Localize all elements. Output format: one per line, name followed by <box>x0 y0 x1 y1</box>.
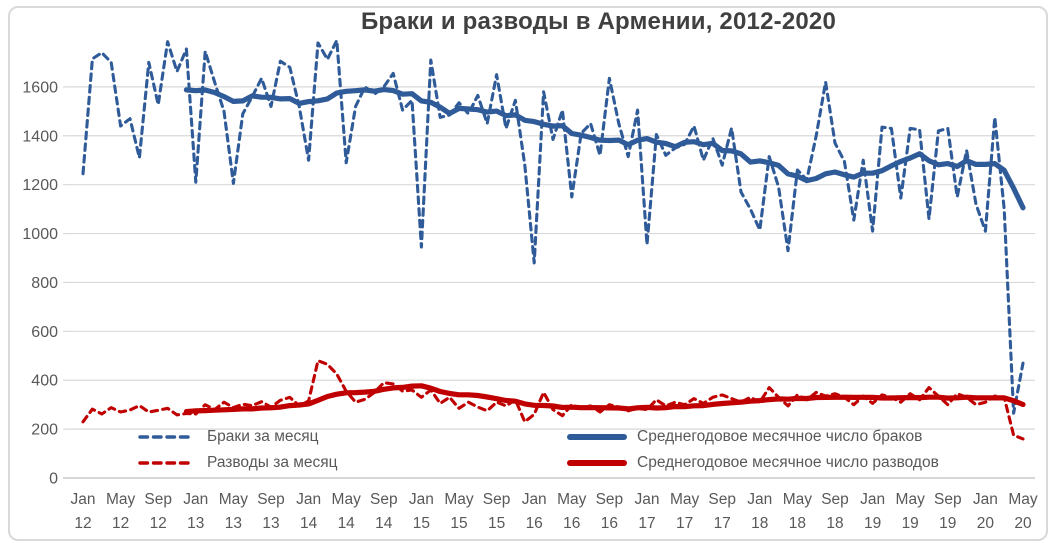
x-tick-month: Jan <box>860 491 885 508</box>
x-tick-year: 13 <box>225 515 242 532</box>
x-tick-year: 20 <box>1014 515 1032 532</box>
x-tick-month: Jan <box>522 491 547 508</box>
y-tick-label: 600 <box>31 324 58 341</box>
x-tick-month: Jan <box>747 491 772 508</box>
legend-item-marriages-average: Среднегодовое месячное число браков <box>566 428 922 446</box>
x-tick-year: 15 <box>450 515 467 532</box>
x-tick-month: May <box>557 491 587 508</box>
series-marriages-average <box>183 87 1026 211</box>
x-tick-year: 12 <box>74 515 91 532</box>
x-axis-labels: Jan 12 May 12 Sep 12 Jan 13 May 13 Sep 13 Jan 14 May 14… <box>71 491 1038 532</box>
x-tick-month: Jan <box>635 491 660 508</box>
x-tick-month: Sep <box>821 491 849 508</box>
legend-item-divorces-monthly: Разводы за месяц <box>136 454 338 472</box>
x-tick-month: Jan <box>183 491 208 508</box>
chart-title: Браки и разводы в Армении, 2012-2020 <box>360 8 837 35</box>
y-tick-label: 0 <box>49 471 58 488</box>
legend-label-marriages-average: Среднегодовое месячное число браков <box>637 428 923 445</box>
x-tick-year: 17 <box>714 515 731 532</box>
x-tick-month: May <box>670 491 700 508</box>
x-tick-year: 15 <box>488 515 505 532</box>
x-tick-month: May <box>783 491 813 508</box>
x-tick-year: 13 <box>187 515 204 532</box>
x-tick-month: Sep <box>257 491 285 508</box>
x-tick-year: 14 <box>300 515 318 532</box>
x-tick-month: Sep <box>483 491 511 508</box>
x-tick-month: May <box>332 491 362 508</box>
y-tick-label: 200 <box>31 422 58 439</box>
x-tick-year: 20 <box>977 515 995 532</box>
y-tick-label: 1200 <box>22 177 58 194</box>
x-tick-month: Sep <box>144 491 172 508</box>
legend-label-divorces-average: Среднегодовое месячное число разводов <box>637 454 939 471</box>
x-tick-year: 16 <box>563 515 580 532</box>
y-tick-label: 1600 <box>22 79 58 96</box>
x-tick-month: Sep <box>370 491 398 508</box>
x-tick-year: 12 <box>150 515 167 532</box>
gridlines <box>63 86 1035 479</box>
y-axis-labels: 0 200 400 600 800 1000 1200 1400 1600 <box>22 79 58 487</box>
x-tick-year: 19 <box>864 515 881 532</box>
legend-label-divorces-monthly: Разводы за месяц <box>207 454 338 471</box>
x-tick-year: 18 <box>751 515 768 532</box>
x-tick-month: Sep <box>934 491 962 508</box>
x-tick-month: Sep <box>708 491 736 508</box>
x-tick-year: 17 <box>638 515 655 532</box>
x-tick-month: May <box>219 491 249 508</box>
x-tick-month: Sep <box>596 491 624 508</box>
y-tick-label: 1000 <box>22 226 58 243</box>
x-tick-year: 19 <box>902 515 919 532</box>
x-tick-month: May <box>896 491 926 508</box>
y-tick-label: 800 <box>31 275 58 292</box>
legend-label-marriages-monthly: Браки за месяц <box>207 428 319 445</box>
dashed-line-swatch-icon <box>138 435 196 439</box>
x-tick-year: 15 <box>413 515 430 532</box>
x-tick-month: Jan <box>409 491 434 508</box>
x-tick-month: May <box>106 491 136 508</box>
x-tick-year: 12 <box>112 515 129 532</box>
y-tick-label: 400 <box>31 373 58 390</box>
x-tick-year: 19 <box>939 515 956 532</box>
legend-item-marriages-monthly: Браки за месяц <box>136 428 319 446</box>
x-tick-month: Jan <box>296 491 321 508</box>
x-tick-year: 14 <box>375 515 393 532</box>
x-tick-month: May <box>1008 491 1038 508</box>
solid-line-swatch-icon <box>567 460 627 466</box>
x-tick-year: 18 <box>826 515 843 532</box>
x-tick-year: 13 <box>262 515 279 532</box>
x-tick-year: 16 <box>526 515 543 532</box>
x-tick-month: May <box>444 491 474 508</box>
x-tick-year: 14 <box>338 515 356 532</box>
x-tick-year: 16 <box>601 515 618 532</box>
solid-line-swatch-icon <box>567 434 627 440</box>
x-tick-year: 18 <box>789 515 806 532</box>
dashed-line-swatch-icon <box>138 461 196 465</box>
x-tick-month: Jan <box>973 491 998 508</box>
series-divorces-average <box>183 383 1026 415</box>
legend-item-divorces-average: Среднегодовое месячное число разводов <box>566 454 939 472</box>
x-tick-month: Jan <box>71 491 96 508</box>
x-tick-year: 17 <box>676 515 693 532</box>
chart-frame <box>8 6 1048 541</box>
series-marriages-monthly <box>81 38 1025 415</box>
y-tick-label: 1400 <box>22 128 58 145</box>
